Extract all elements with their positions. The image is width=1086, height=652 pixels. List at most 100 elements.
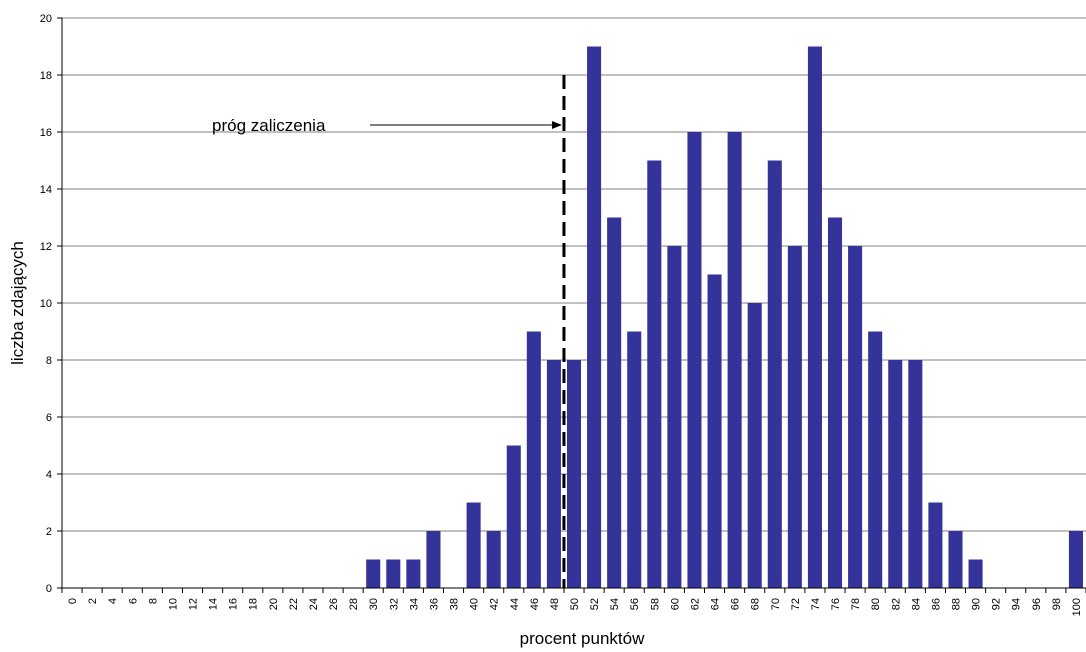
x-tick-label: 28 xyxy=(348,598,360,610)
y-tick-labels: 0 2 4 6 8 10 12 14 16 18 20 xyxy=(40,13,52,595)
bar xyxy=(667,246,682,588)
x-tick-label: 100 xyxy=(1071,598,1083,616)
x-tick-label: 78 xyxy=(850,598,862,610)
grid-lines xyxy=(62,17,1086,532)
bar xyxy=(647,160,662,588)
bar xyxy=(948,531,963,588)
y-tick-label: 20 xyxy=(40,13,52,25)
x-tick-label: 16 xyxy=(228,598,240,610)
x-tick-label: 96 xyxy=(1031,598,1043,610)
bar xyxy=(386,559,401,588)
x-tick-label: 54 xyxy=(609,598,621,610)
x-tick-label: 0 xyxy=(67,598,79,604)
x-tick-label: 84 xyxy=(910,598,922,610)
x-tick-label: 20 xyxy=(268,598,280,610)
x-tick-label: 52 xyxy=(589,598,601,610)
x-tick-label: 48 xyxy=(549,598,561,610)
bar xyxy=(546,360,561,588)
bar xyxy=(526,331,541,588)
x-tick-label: 90 xyxy=(971,598,983,610)
bar xyxy=(787,246,802,588)
bar xyxy=(767,160,782,588)
threshold-label: próg zaliczenia xyxy=(212,116,326,135)
bar xyxy=(466,502,481,588)
bar xyxy=(566,360,582,588)
x-tick-label: 66 xyxy=(730,598,742,610)
x-tick-label: 56 xyxy=(629,598,641,610)
bar xyxy=(486,531,501,588)
x-tick-label: 70 xyxy=(770,598,782,610)
threshold-annotation: próg zaliczenia xyxy=(212,75,566,588)
x-tick-label: 82 xyxy=(890,598,902,610)
x-tick-label: 44 xyxy=(509,598,521,610)
bar xyxy=(426,531,441,588)
bar xyxy=(607,217,622,588)
x-tick-label: 76 xyxy=(830,598,842,610)
y-tick-label: 16 xyxy=(40,127,52,139)
x-tick-label: 88 xyxy=(950,598,962,610)
y-tick-label: 12 xyxy=(40,241,52,253)
bar xyxy=(727,132,742,588)
x-tick-labels: 0 2 4 6 8 10 12 14 16 18 20 22 24 26 28 30 32 34 36 38 40 42 4… xyxy=(67,598,1083,616)
x-tick-label: 26 xyxy=(328,598,340,610)
bar xyxy=(807,46,822,588)
bar xyxy=(406,559,421,588)
bar xyxy=(687,132,702,588)
x-tick-label: 94 xyxy=(1011,598,1023,610)
x-tick-label: 62 xyxy=(689,598,701,610)
x-tick-label: 42 xyxy=(489,598,501,610)
bar xyxy=(848,246,863,588)
y-tick-label: 2 xyxy=(46,526,52,538)
x-tick-label: 80 xyxy=(870,598,882,610)
bar xyxy=(928,502,943,588)
bar xyxy=(506,445,521,588)
x-tick-label: 64 xyxy=(710,598,722,610)
x-tick-label: 72 xyxy=(790,598,802,610)
y-tick-label: 6 xyxy=(46,412,52,424)
x-tick-label: 92 xyxy=(991,598,1003,610)
x-tick-label: 24 xyxy=(308,598,320,610)
bar xyxy=(707,274,722,588)
x-tick-label: 2 xyxy=(87,598,99,604)
y-tick-label: 10 xyxy=(40,298,52,310)
bar xyxy=(868,331,883,588)
y-tick-label: 0 xyxy=(46,583,52,595)
x-axis-title: procent punktów xyxy=(520,629,645,648)
x-tick-label: 34 xyxy=(408,598,420,610)
x-tick-label: 14 xyxy=(208,598,220,610)
bar xyxy=(888,360,903,588)
x-tick-label: 58 xyxy=(649,598,661,610)
bar xyxy=(747,303,762,588)
x-tick-label: 50 xyxy=(569,598,581,610)
bars xyxy=(366,46,1083,588)
bar xyxy=(587,46,602,588)
arrow-head-icon xyxy=(551,121,562,129)
x-tick-label: 18 xyxy=(248,598,260,610)
bar xyxy=(908,360,923,588)
axes xyxy=(57,17,1086,593)
x-tick-label: 40 xyxy=(469,598,481,610)
y-tick-label: 14 xyxy=(40,184,52,196)
x-tick-label: 46 xyxy=(529,598,541,610)
x-tick-label: 36 xyxy=(428,598,440,610)
x-tick-label: 38 xyxy=(449,598,461,610)
x-tick-label: 98 xyxy=(1051,598,1063,610)
x-tick-label: 30 xyxy=(368,598,380,610)
x-tick-label: 10 xyxy=(167,598,179,610)
x-tick-label: 74 xyxy=(810,598,822,610)
y-tick-label: 8 xyxy=(46,355,52,367)
bar xyxy=(827,217,843,588)
x-tick-label: 6 xyxy=(127,598,139,604)
x-tick-label: 4 xyxy=(107,598,119,604)
bar xyxy=(627,331,642,588)
bar xyxy=(366,559,381,588)
x-tick-label: 68 xyxy=(750,598,762,610)
y-tick-label: 4 xyxy=(46,469,52,481)
x-tick-label: 22 xyxy=(288,598,300,610)
x-tick-label: 12 xyxy=(188,598,200,610)
y-axis-title: liczba zdających xyxy=(8,241,27,365)
x-tick-label: 86 xyxy=(930,598,942,610)
x-tick-label: 32 xyxy=(388,598,400,610)
bar xyxy=(968,559,983,588)
